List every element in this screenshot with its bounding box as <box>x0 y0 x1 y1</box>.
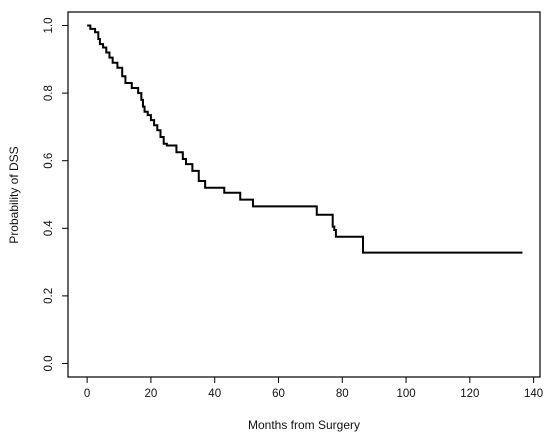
x-tick-label: 20 <box>145 388 158 400</box>
x-tick-label: 100 <box>396 388 415 400</box>
y-tick-label: 0.6 <box>43 153 55 169</box>
y-tick-label: 0.4 <box>43 220 55 237</box>
series-layer <box>87 24 523 254</box>
y-tick-label: 0.0 <box>43 355 55 371</box>
x-tick-label: 0 <box>84 388 90 400</box>
x-axis-title: Months from Surgery <box>248 418 360 432</box>
x-tick-label: 40 <box>208 388 221 400</box>
y-tick-label: 1.0 <box>43 18 55 34</box>
x-tick-label: 140 <box>524 388 543 400</box>
x-tick-label: 80 <box>336 388 349 400</box>
y-axis-title: Probability of DSS <box>7 146 21 243</box>
y-axis: 0.0 0.2 0.4 0.6 0.8 1.0 <box>43 18 68 371</box>
x-axis: 0 20 40 60 80 100 120 140 <box>84 377 543 400</box>
plot-frame <box>67 11 541 378</box>
x-tick-label: 60 <box>272 388 285 400</box>
x-tick-label: 120 <box>460 388 479 400</box>
y-tick-label: 0.2 <box>43 288 55 304</box>
survival-curve <box>87 24 523 254</box>
y-tick-label: 0.8 <box>43 85 55 101</box>
